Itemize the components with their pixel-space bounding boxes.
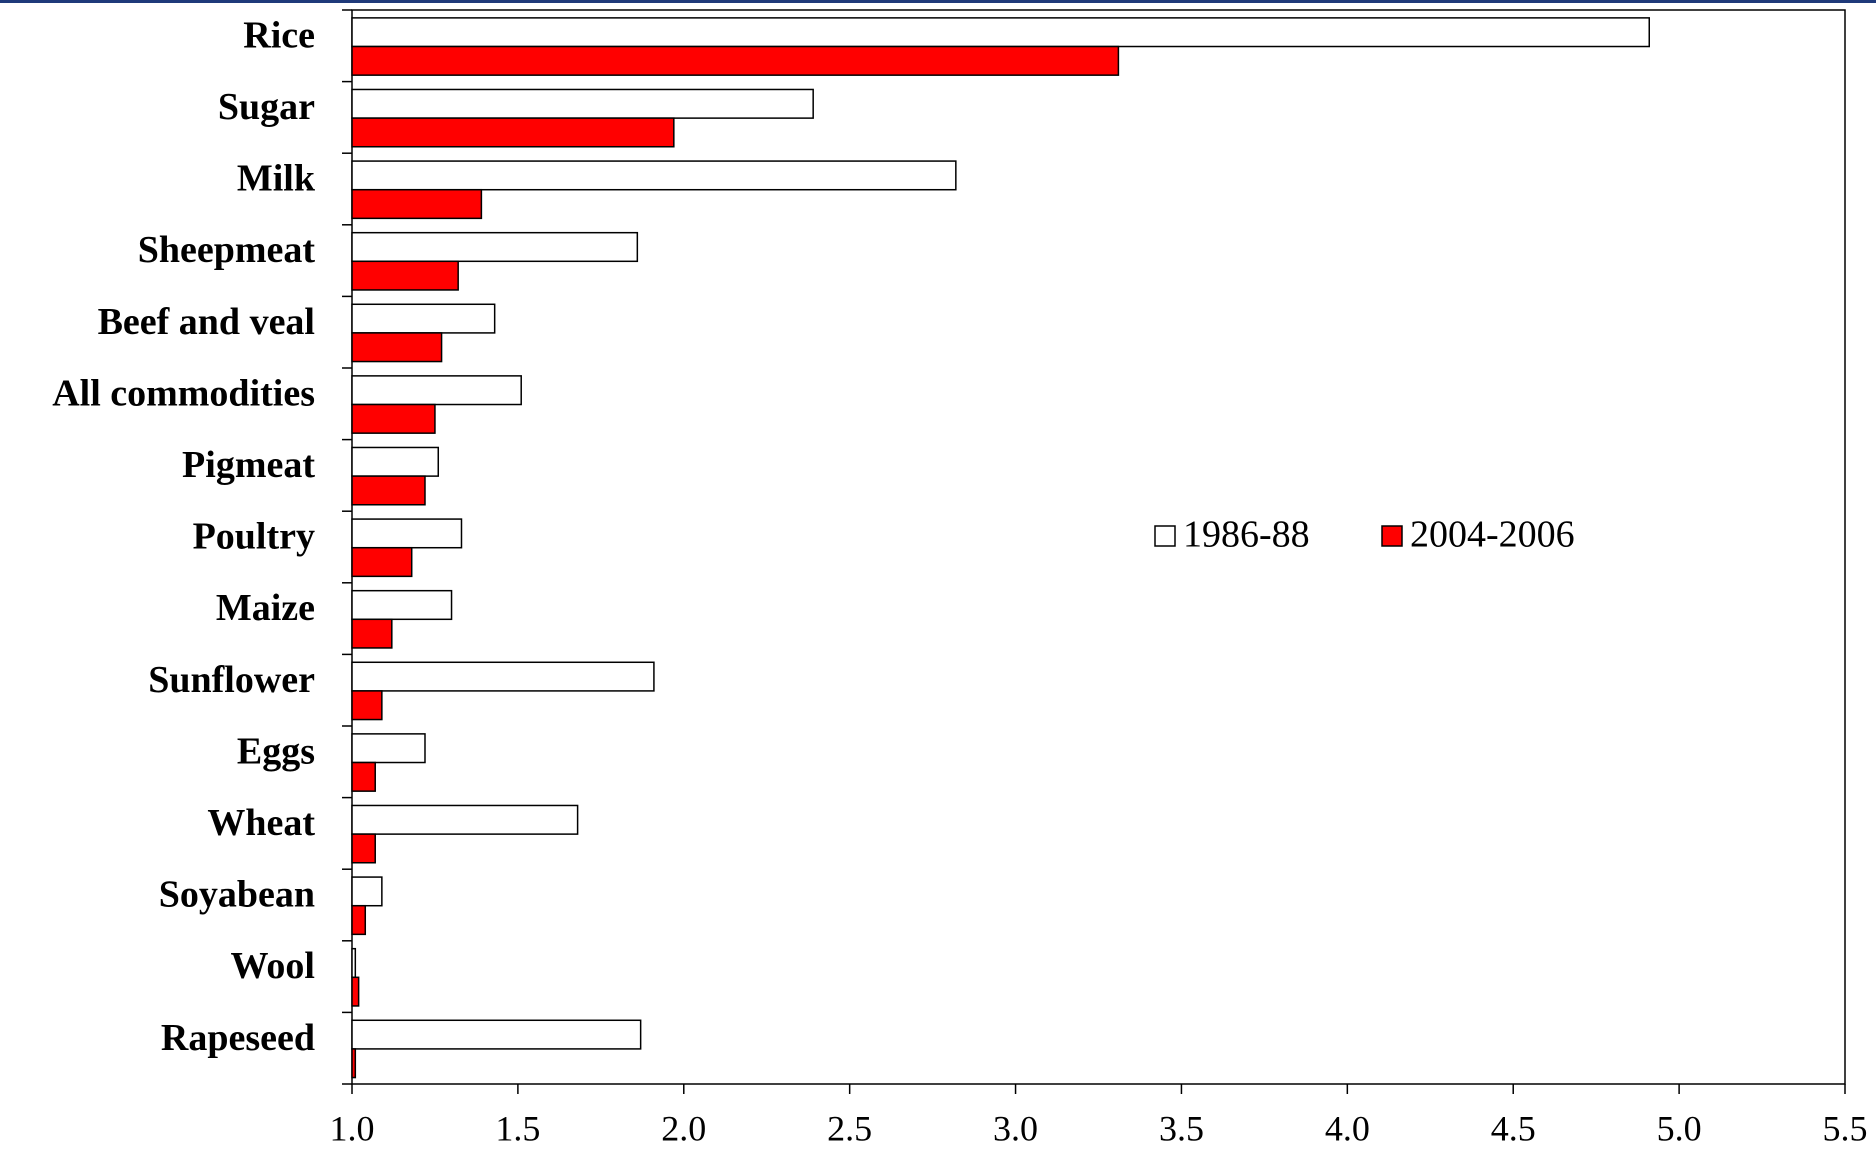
bar	[351, 188, 483, 220]
category-label: Rapeseed	[161, 1017, 315, 1059]
top-border	[0, 0, 1876, 3]
bar	[351, 303, 496, 334]
category-label: Sugar	[218, 86, 315, 128]
bar	[351, 518, 463, 549]
bar	[351, 804, 579, 835]
bar	[351, 661, 655, 692]
category-label: Beef and veal	[98, 301, 315, 343]
x-tick-label: 2.5	[827, 1108, 872, 1148]
bar	[351, 375, 522, 406]
category-label: Pigmeat	[182, 444, 315, 486]
legend-swatch	[1381, 525, 1403, 547]
bar	[351, 231, 639, 263]
legend-label: 2004-2006	[1410, 514, 1575, 556]
x-tick-label: 5.5	[1823, 1108, 1868, 1148]
x-tick-label: 3.5	[1159, 1108, 1204, 1148]
x-tick-label: 2.0	[661, 1108, 706, 1148]
bar	[351, 761, 376, 792]
bar	[351, 690, 383, 721]
bar	[351, 17, 1651, 48]
category-label: Soyabean	[159, 874, 315, 916]
category-label: All commodities	[52, 372, 315, 414]
x-tick-label: 5.0	[1657, 1108, 1702, 1148]
x-tick-label: 3.0	[993, 1108, 1038, 1148]
bar	[351, 947, 357, 979]
category-label: Wheat	[207, 802, 315, 844]
legend-label: 1986-88	[1183, 514, 1310, 556]
x-tick-label: 1.5	[495, 1108, 540, 1148]
category-label: Milk	[237, 158, 316, 200]
bar	[351, 546, 413, 578]
bar	[351, 160, 957, 191]
bar	[351, 1048, 357, 1079]
bar	[351, 618, 393, 649]
bar	[351, 1019, 642, 1050]
category-label: Sheepmeat	[138, 229, 316, 271]
bar	[351, 976, 360, 1007]
bar	[351, 475, 426, 506]
category-label: Poultry	[193, 516, 315, 558]
category-label: Maize	[216, 587, 315, 629]
x-tick-label: 4.5	[1491, 1108, 1536, 1148]
bar	[351, 833, 376, 864]
bar	[351, 446, 440, 477]
bar	[351, 904, 367, 936]
bar	[351, 260, 459, 291]
bar	[351, 88, 814, 119]
legend-swatch	[1154, 525, 1176, 547]
bar	[351, 733, 426, 764]
x-tick-label: 1.0	[330, 1108, 375, 1148]
bar	[351, 332, 443, 363]
category-label: Sunflower	[148, 659, 315, 701]
category-label: Eggs	[237, 730, 315, 772]
bar	[351, 117, 675, 148]
bar	[351, 876, 383, 907]
bar	[351, 403, 436, 434]
bar	[351, 45, 1120, 76]
bar	[351, 589, 453, 621]
x-tick-label: 4.0	[1325, 1108, 1370, 1148]
category-label: Wool	[231, 945, 315, 987]
category-label: Rice	[243, 14, 315, 56]
